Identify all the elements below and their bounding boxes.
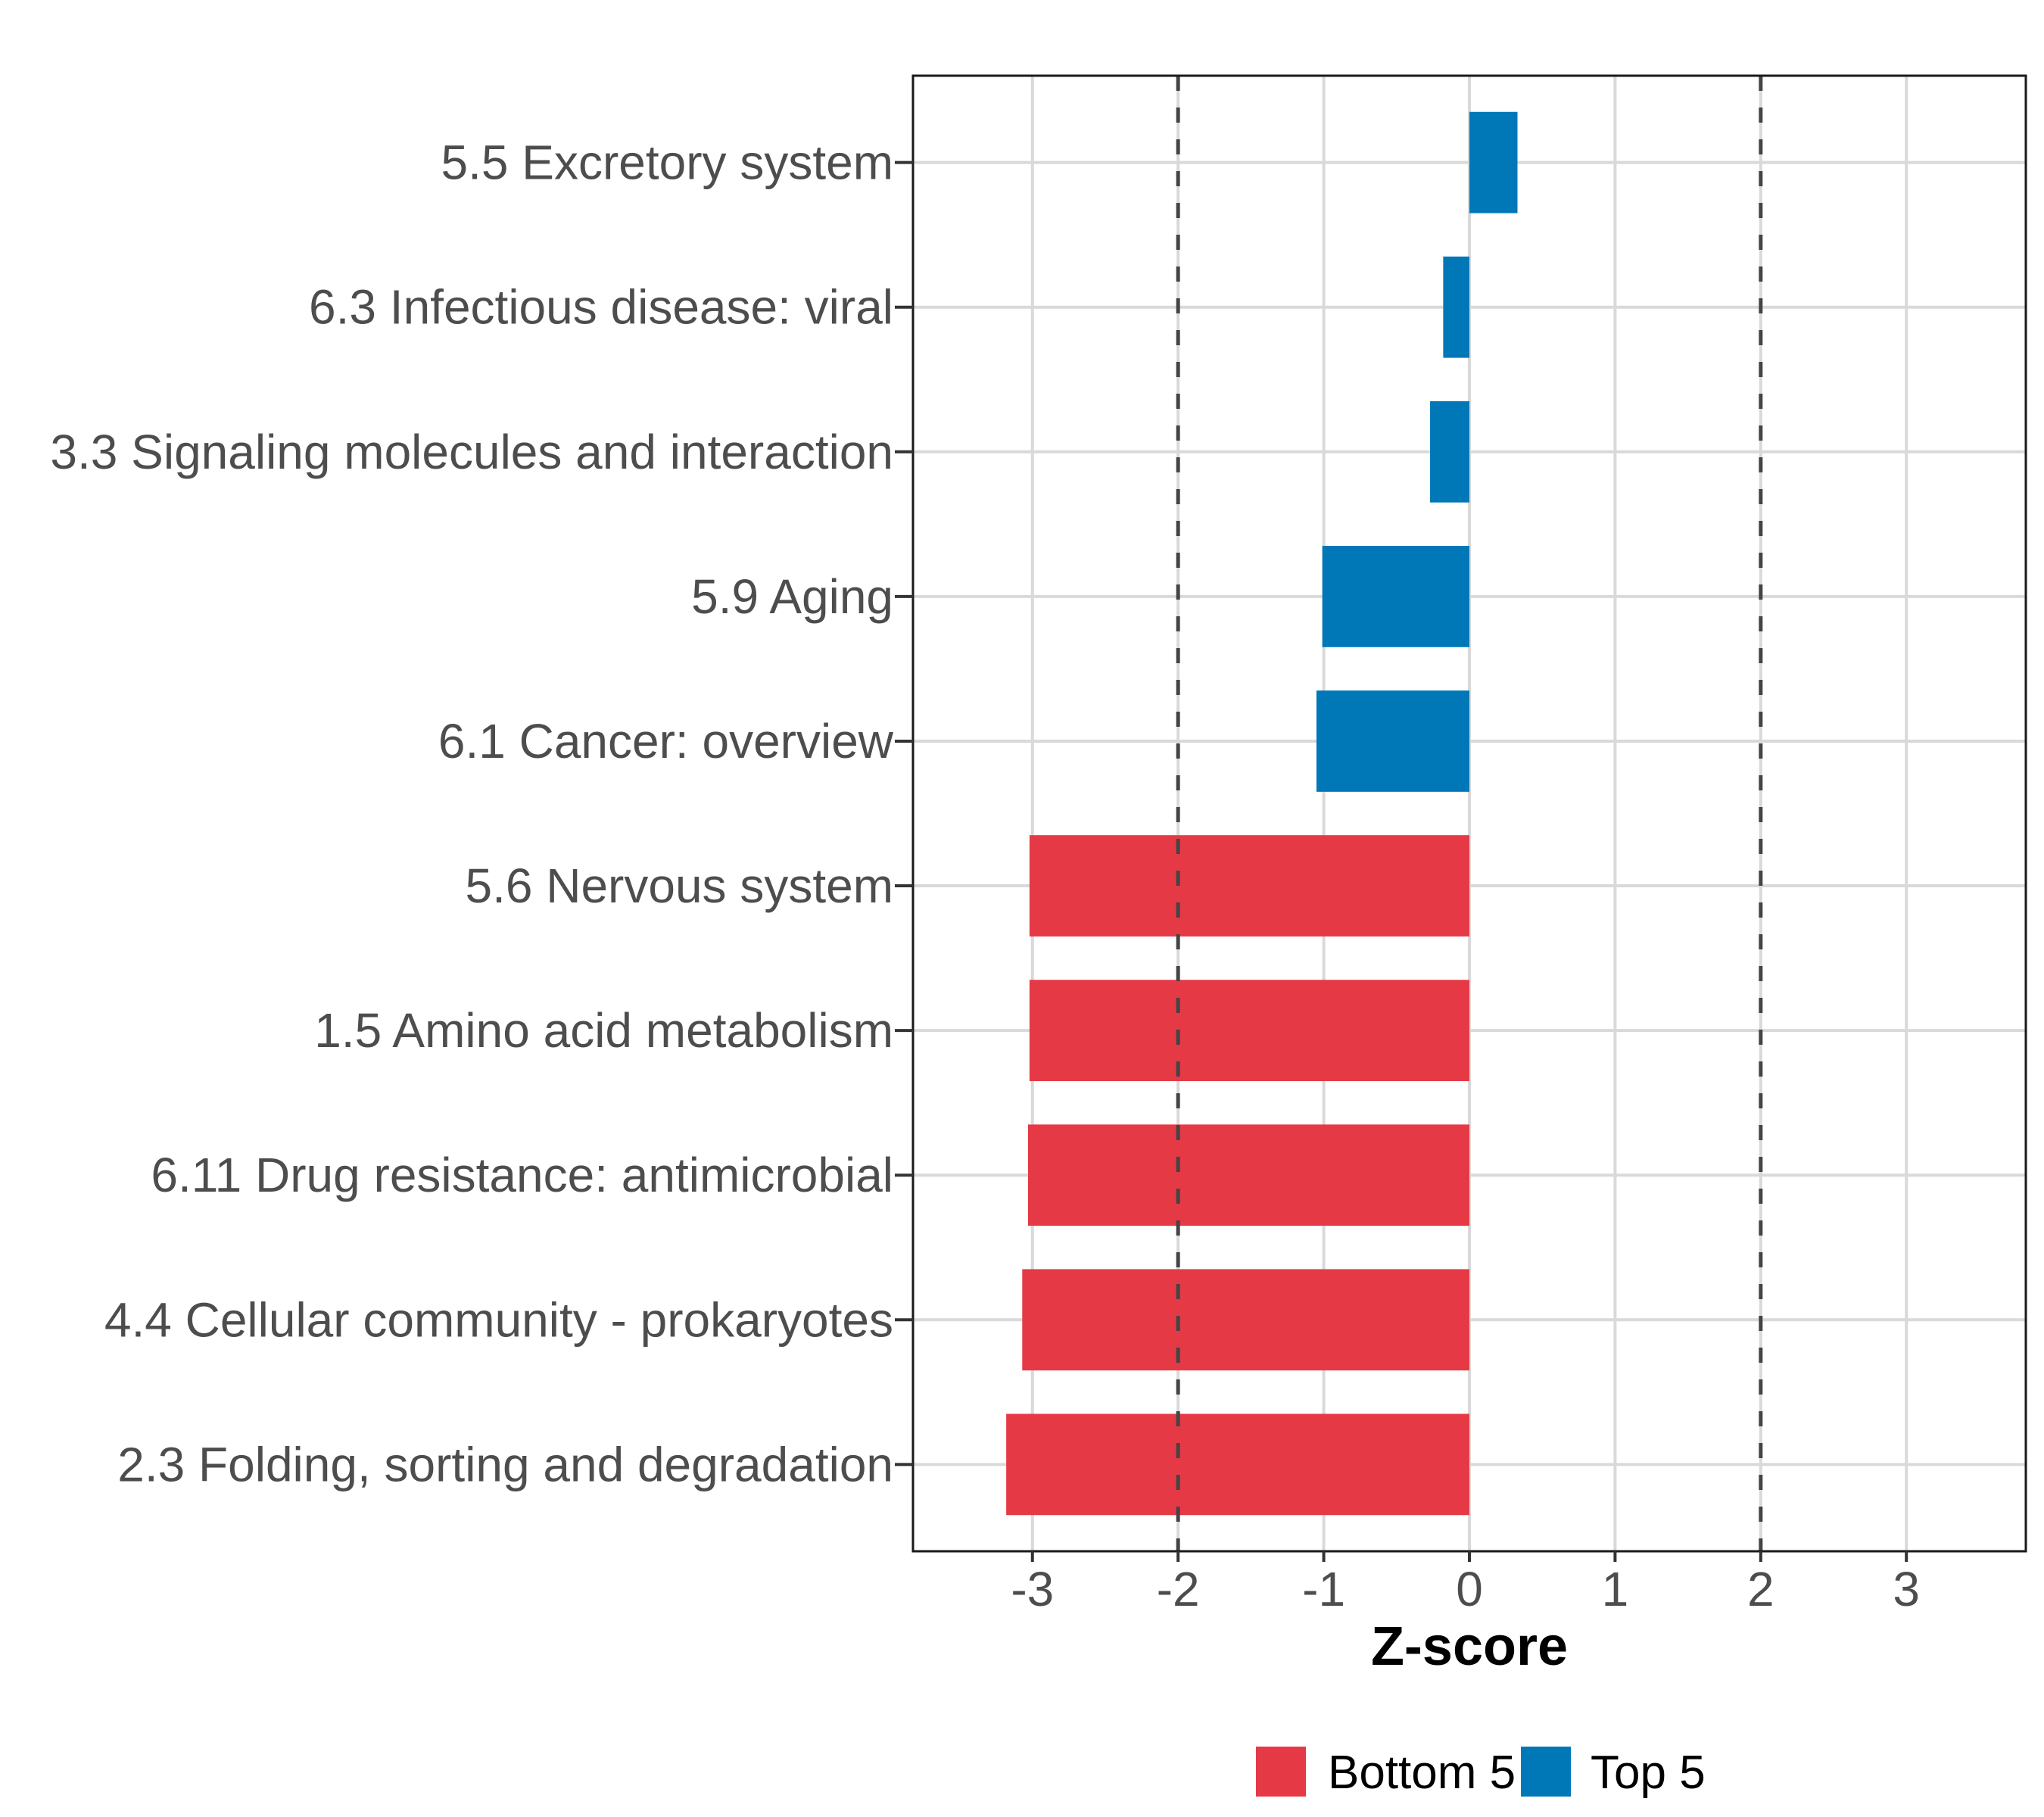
x-tick-label: -3	[1011, 1562, 1054, 1616]
y-tick-label: 5.9 Aging	[691, 569, 893, 624]
y-axis: 5.5 Excretory system 6.3 Infectious disea…	[50, 136, 913, 1491]
legend-label-top5: Top 5	[1591, 1747, 1706, 1799]
y-tick-label: 6.11 Drug resistance: antimicrobial	[151, 1148, 893, 1202]
y-tick-label: 5.6 Nervous system	[465, 859, 893, 913]
x-tick-label: -1	[1302, 1562, 1345, 1616]
y-tick-label: 6.1 Cancer: overview	[438, 714, 894, 768]
legend: Bottom 5 Top 5	[1256, 1747, 1706, 1799]
y-tick-label: 5.5 Excretory system	[441, 136, 894, 190]
y-tick-label: 3.3 Signaling molecules and interaction	[50, 425, 893, 479]
x-tick-label: 3	[1893, 1562, 1920, 1616]
legend-swatch-bottom5	[1256, 1747, 1306, 1797]
bar-bottom5	[1029, 835, 1469, 937]
bar-bottom5	[1029, 980, 1469, 1081]
legend-label-bottom5: Bottom 5	[1328, 1747, 1516, 1799]
x-tick-label: 2	[1747, 1562, 1774, 1616]
y-tick-label: 6.3 Infectious disease: viral	[309, 280, 893, 335]
bar-top5	[1322, 546, 1469, 647]
bar-bottom5	[1028, 1124, 1469, 1226]
y-tick-label: 1.5 Amino acid metabolism	[314, 1003, 893, 1058]
reference-lines	[1176, 76, 1763, 1551]
bar-top5	[1430, 400, 1469, 503]
bar-bottom5	[1022, 1269, 1469, 1371]
x-axis: -3 -2 -1 0 1 2 3	[1011, 1551, 1920, 1616]
bar-bottom5	[1006, 1413, 1469, 1516]
x-tick-label: 0	[1456, 1562, 1483, 1616]
y-tick-label: 4.4 Cellular community - prokaryotes	[104, 1292, 893, 1347]
bar-top5	[1316, 690, 1469, 792]
x-tick-label: -2	[1157, 1562, 1200, 1616]
x-axis-title: Z-score	[1371, 1616, 1568, 1677]
bar-top5	[1443, 256, 1469, 358]
legend-swatch-top5	[1521, 1747, 1571, 1797]
y-tick-label: 2.3 Folding, sorting and degradation	[117, 1437, 893, 1491]
x-tick-label: 1	[1602, 1562, 1629, 1616]
bars	[1006, 111, 1518, 1516]
bar-top5	[1469, 111, 1518, 213]
